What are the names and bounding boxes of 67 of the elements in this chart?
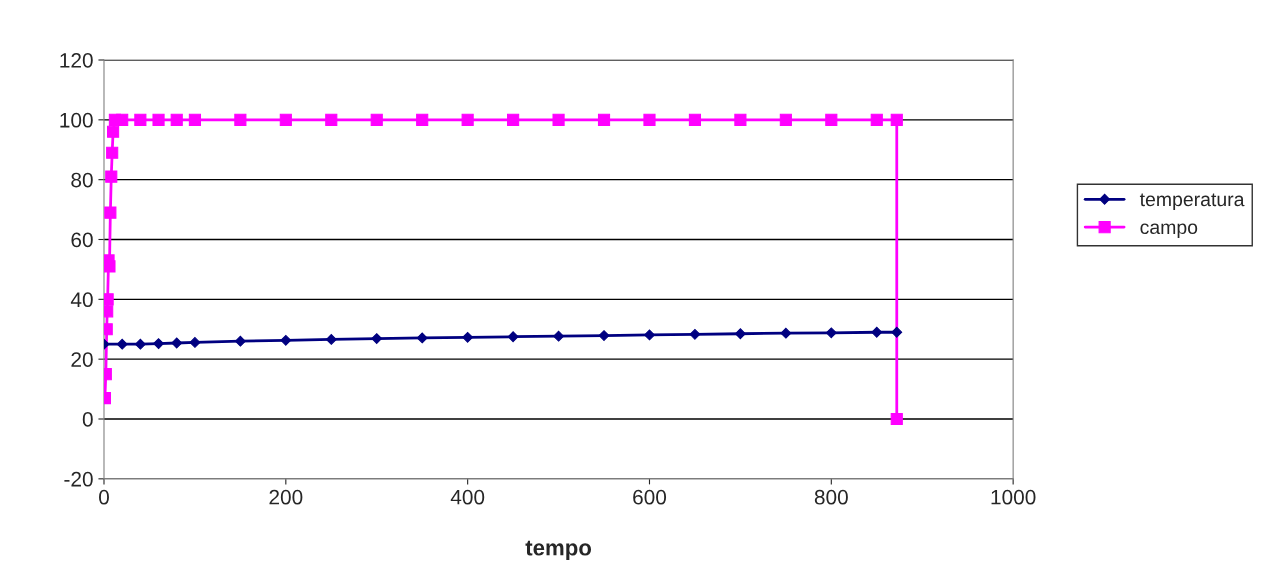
y-tick-label: 100 (60, 112, 93, 128)
x-axis-title: tempo (525, 540, 592, 560)
point (134, 338, 146, 350)
point (189, 336, 201, 348)
point (871, 326, 883, 338)
point (507, 113, 520, 126)
point (325, 113, 338, 126)
point (234, 335, 246, 347)
point (598, 330, 610, 341)
x-tick-label: 600 (633, 489, 667, 505)
y-tick-label: -20 (64, 471, 93, 487)
point (325, 333, 337, 345)
point (103, 260, 116, 273)
point (116, 338, 128, 350)
point (552, 113, 565, 126)
point (890, 113, 903, 126)
y-tick-label: 20 (71, 352, 93, 367)
point (103, 293, 114, 306)
point (416, 332, 428, 344)
point (891, 326, 903, 338)
point (825, 327, 837, 339)
point (825, 113, 838, 126)
point (188, 113, 201, 126)
y-tick-label: 60 (71, 232, 93, 248)
point (134, 113, 147, 126)
y-tick-label: 40 (70, 292, 93, 308)
point (116, 113, 129, 126)
point (890, 412, 903, 426)
x-tick-label: 800 (814, 489, 848, 505)
point (107, 125, 120, 138)
point (689, 328, 701, 340)
point (104, 206, 117, 219)
point (553, 330, 564, 342)
point (643, 113, 656, 126)
point (153, 338, 164, 350)
point (106, 146, 119, 159)
x-tick-label: 0 (99, 489, 109, 505)
point (234, 113, 247, 126)
legend-label: temperatura (1139, 193, 1245, 211)
x-tick-label: 1000 (991, 489, 1036, 505)
point (779, 113, 792, 126)
y-tick-label: 80 (71, 172, 93, 188)
point (171, 337, 183, 349)
point (371, 333, 383, 344)
point (734, 113, 747, 126)
point (103, 305, 114, 318)
point (105, 170, 118, 183)
point (279, 113, 292, 126)
x-tick-label: 200 (269, 489, 303, 505)
point (780, 327, 792, 339)
point (507, 331, 519, 343)
x-tick-label: 400 (450, 489, 485, 505)
point (461, 113, 474, 126)
point (280, 334, 292, 346)
point (370, 113, 383, 126)
point (688, 113, 702, 126)
point (416, 113, 429, 126)
point (152, 113, 165, 126)
point (462, 331, 474, 343)
point (170, 113, 183, 126)
point (644, 329, 655, 341)
legend-label: campo (1140, 223, 1198, 238)
y-tick-label: 0 (82, 412, 93, 427)
point (734, 328, 746, 340)
point (597, 113, 611, 126)
point (870, 113, 883, 126)
y-tick-label: 120 (60, 53, 93, 68)
